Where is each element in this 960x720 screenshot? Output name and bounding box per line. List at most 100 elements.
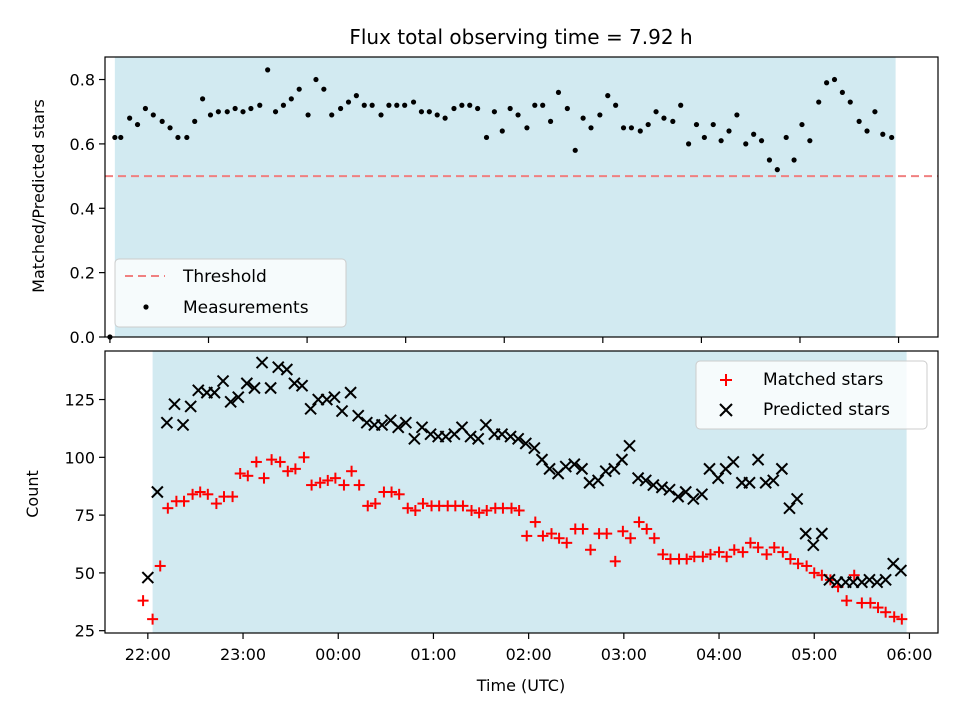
x-tick-label: 03:00	[601, 645, 647, 664]
matched-star-point	[282, 465, 294, 477]
bottom-y-axis: 25 50 75 100 125	[64, 391, 105, 641]
matched-star-point	[792, 558, 804, 570]
predicted-star-point	[743, 476, 756, 489]
predicted-star-point	[399, 416, 413, 429]
measurement-point	[305, 112, 311, 118]
measurement-point	[215, 109, 221, 115]
matched-star-point	[537, 530, 549, 542]
measurement-point	[442, 115, 448, 121]
predicted-star-point	[255, 356, 269, 369]
matched-star-point	[888, 611, 900, 623]
matched-star-point	[402, 502, 414, 514]
predicted-star-point	[767, 474, 780, 487]
x-tick-label: 00:00	[315, 645, 361, 664]
predicted-star-point	[160, 416, 174, 429]
measurement-point	[199, 96, 206, 102]
matched-star-point	[896, 613, 908, 625]
measurement-point	[605, 93, 611, 99]
predicted-star-point	[295, 379, 309, 392]
measurement-point	[653, 109, 659, 115]
matched-star-point	[848, 569, 860, 581]
measurement-point	[889, 134, 895, 141]
matched-star-point	[154, 560, 166, 572]
matched-star-point	[585, 544, 597, 556]
matched-star-point	[393, 488, 405, 500]
predicted-star-point	[344, 386, 357, 399]
measurement-point	[572, 147, 578, 153]
predicted-star-point	[815, 527, 829, 540]
matched-star-point	[529, 516, 541, 528]
matched-star-point	[513, 504, 525, 516]
bottom-axes-frame	[104, 350, 939, 634]
matched-star-point	[481, 504, 493, 516]
predicted-star-point	[320, 393, 334, 406]
predicted-star-point	[823, 573, 836, 587]
matched-stars-points	[137, 451, 908, 625]
bottom-x-axis-label: Time (UTC)	[476, 676, 565, 695]
predicted-star-point	[591, 474, 605, 487]
matched-star-point	[409, 504, 421, 516]
matched-star-point	[880, 606, 892, 618]
matched-star-point	[801, 560, 813, 572]
y-tick-label: 0.6	[70, 135, 95, 154]
y-tick-label: 0.4	[70, 199, 95, 218]
predicted-star-point	[352, 409, 365, 422]
measurement-point	[670, 118, 676, 124]
measurement-point	[434, 112, 440, 118]
matched-star-point	[561, 537, 573, 549]
bottom-y-axis-label: Count	[23, 470, 42, 518]
matched-star-point	[338, 479, 350, 491]
predicted-star-point	[631, 471, 645, 485]
predicted-star-point	[671, 490, 685, 503]
matched-star-point	[864, 597, 876, 609]
measurement-point	[685, 141, 692, 147]
measurement-point	[248, 105, 254, 112]
matched-star-point	[162, 502, 174, 514]
predicted-star-point	[879, 573, 892, 587]
predicted-star-point	[415, 421, 429, 434]
measurement-point	[734, 112, 740, 118]
measurement-point	[710, 121, 716, 128]
measurement-point	[369, 102, 375, 108]
matched-star-point	[521, 530, 533, 542]
matched-star-point	[306, 479, 318, 491]
measurement-point	[856, 118, 862, 124]
bottom-x-axis: 22:00 23:00 00:00 01:00 02:00 03:00 04:00 05:00…	[125, 633, 932, 664]
matched-star-point	[369, 498, 381, 510]
measurement-point	[564, 105, 570, 112]
predicted-star-point	[807, 538, 820, 552]
top-y-axis: 0.0 0.2 0.4 0.6 0.8	[70, 71, 105, 347]
measurement-point	[224, 109, 230, 115]
measurement-point	[751, 131, 757, 137]
measurement-point	[232, 105, 238, 112]
predicted-star-point	[615, 453, 629, 466]
matched-star-point	[194, 486, 206, 498]
predicted-star-point	[759, 476, 772, 489]
matched-star-point	[752, 541, 764, 553]
measurement-point	[483, 134, 490, 141]
predicted-star-point	[408, 432, 421, 446]
predicted-star-point	[335, 404, 349, 418]
measurement-point	[613, 102, 619, 108]
matched-star-point	[386, 486, 398, 498]
matched-star-point	[202, 488, 214, 500]
matched-star-point	[147, 613, 159, 625]
measurement-point	[288, 96, 294, 102]
measurement-point	[240, 109, 246, 115]
predicted-star-point	[528, 441, 541, 455]
measurement-point	[361, 102, 367, 108]
x-tick-label: 22:00	[125, 645, 171, 664]
predicted-star-point	[655, 481, 669, 494]
measurement-point	[175, 134, 181, 141]
matched-star-point	[633, 516, 645, 528]
y-tick-label: 125	[64, 391, 95, 410]
measurement-point	[451, 105, 457, 112]
threshold-legend-label: Threshold	[182, 267, 267, 287]
matched-star-point	[744, 537, 756, 549]
predicted-star-point	[141, 571, 155, 584]
matched-star-point	[137, 595, 149, 607]
predicted-star-point	[240, 377, 254, 390]
predicted-star-point	[304, 402, 317, 415]
matched-star-point	[713, 546, 725, 558]
predicted-star-point	[751, 453, 765, 466]
